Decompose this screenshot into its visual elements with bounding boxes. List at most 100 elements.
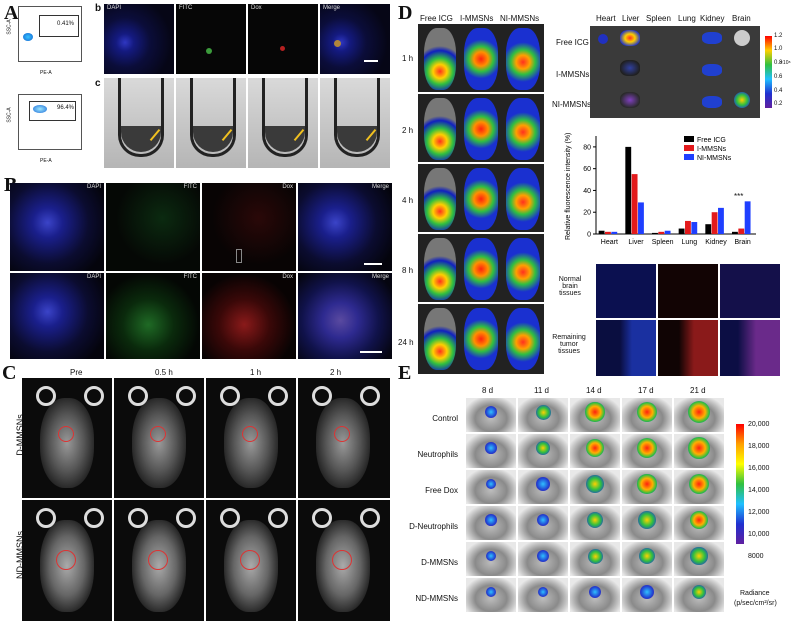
bioluminescence-image — [622, 542, 672, 576]
tumor-signal — [636, 401, 658, 423]
e-row-free-dox: Free Dox — [425, 486, 458, 495]
e-day-17: 17 d — [638, 386, 654, 395]
a-dapi-image: DAPI — [104, 4, 174, 74]
d-time-24h: 24 h — [398, 338, 414, 347]
d-time-8h: 8 h — [402, 266, 414, 275]
tumor-signal — [536, 549, 550, 563]
subpanel-label-c: c — [95, 78, 101, 89]
d-group-free-icg: Free ICG — [420, 14, 453, 23]
d-colorbar-tick: 0.2 — [774, 101, 783, 107]
bioluminescence-image — [622, 506, 672, 540]
mouse-image-1h — [418, 24, 544, 92]
tumor-signal — [586, 475, 604, 493]
panel-label-e: E — [398, 362, 412, 384]
mouse-image-2h — [418, 94, 544, 162]
chart-bar — [664, 230, 671, 234]
flow-axis-x: PE-A — [40, 70, 52, 76]
chart-legend-label: I-MMSNs — [697, 146, 727, 153]
tumor-signal — [484, 405, 498, 419]
organ-label-liver: Liver — [622, 14, 640, 23]
mri-image — [22, 378, 112, 498]
chart-bar — [678, 228, 685, 234]
a-merge-image: Merge — [320, 4, 390, 74]
d-brain-row-tumor: Remaining tumor tissues — [552, 334, 586, 355]
bioluminescence-image — [518, 542, 568, 576]
bioluminescence-image — [518, 398, 568, 432]
mouse-image-4h — [418, 164, 544, 232]
organ-label-lung: Lung — [678, 14, 696, 23]
organ-image — [590, 26, 760, 118]
flow-gate — [39, 15, 79, 37]
chart-bar — [738, 228, 745, 234]
bioluminescence-image — [466, 398, 516, 432]
tumor-signal — [688, 437, 710, 459]
panel-label-a: A — [4, 2, 19, 24]
chart-bar — [611, 231, 618, 234]
d-organ-row-immsns: I-MMSNs — [556, 70, 590, 79]
e-colorbar-tick: 10,000 — [748, 531, 770, 538]
mri-image — [298, 378, 390, 498]
chart-y-tick-label: 40 — [583, 188, 591, 195]
e-colorbar-unit: (p/sec/cm²/sr) — [734, 600, 777, 607]
tumor-signal — [588, 585, 602, 599]
flow-axis-y: SSC-A — [6, 19, 13, 35]
subpanel-label-b: b — [95, 3, 102, 14]
d-colorbar-tick: 0.4 — [774, 88, 783, 94]
chart-bar — [625, 146, 632, 234]
chart-x-tick-label: Liver — [628, 239, 644, 246]
e-colorbar-tick: 14,000 — [748, 487, 770, 494]
flow-axis-y: SSC-A — [6, 107, 13, 123]
e-row-control: Control — [432, 414, 458, 423]
flow-percent: 0.41% — [57, 21, 75, 27]
tumor-signal — [485, 550, 497, 562]
b-merge-bottom: Merge — [298, 273, 392, 359]
significance-marker: *** — [734, 192, 744, 201]
tumor-signal — [689, 510, 709, 530]
bioluminescence-image — [570, 578, 620, 612]
chart-legend-swatch — [684, 136, 694, 142]
chart-x-tick-label: Heart — [601, 239, 618, 246]
mri-image — [22, 500, 112, 621]
e-row-nd-mmsns: ND-MMSNs — [415, 594, 458, 603]
chart-bar — [685, 220, 691, 234]
bioluminescence-image — [518, 578, 568, 612]
bioluminescence-image — [674, 470, 724, 504]
bioluminescence-image — [518, 470, 568, 504]
bioluminescence-image — [622, 578, 672, 612]
tumor-signal — [535, 404, 551, 420]
bioluminescence-image — [622, 434, 672, 468]
bioluminescence-image — [466, 542, 516, 576]
tumor-signal — [638, 511, 656, 529]
tumor-signal — [587, 548, 603, 564]
tumor-signal — [637, 474, 657, 494]
chart-x-tick-label: Kidney — [705, 239, 727, 246]
mri-image — [206, 378, 296, 498]
d-colorbar — [765, 36, 772, 108]
d-colorbar-tick: 1.0 — [774, 46, 783, 52]
chart-x-tick-label: Lung — [682, 239, 698, 246]
brain-tissue-image — [596, 320, 656, 376]
chart-bar — [652, 232, 658, 234]
e-colorbar-tick: 16,000 — [748, 465, 770, 472]
b-dox-top: Dox — [202, 183, 296, 271]
b-dapi-top: DAPI — [10, 183, 104, 271]
b-dapi-bottom: DAPI — [10, 273, 104, 359]
e-row-d-neutrophils: D-Neutrophils — [409, 522, 458, 531]
e-day-8: 8 d — [482, 386, 494, 395]
d-brain-row-normal: Normal brain tissues — [558, 276, 582, 297]
chart-y-tick-label: 80 — [583, 144, 591, 151]
chart-legend-label: Free ICG — [697, 137, 726, 144]
brain-tissue-image — [720, 264, 780, 318]
chart-bar — [744, 201, 751, 234]
b-fitc-top: FITC — [106, 183, 200, 271]
tumor-signal — [535, 440, 551, 456]
d-colorbar-tick: 1.2 — [774, 33, 783, 39]
e-row-neutrophils: Neutrophils — [417, 450, 458, 459]
d-colorbar-unit: ×10⁸ — [780, 60, 791, 66]
a-fitc-image: FITC — [176, 4, 246, 74]
chart-bar — [732, 231, 738, 234]
tumor-signal — [536, 513, 550, 527]
flow-plot-top: 0.41% — [18, 6, 82, 62]
chart-x-tick-label: Brain — [734, 239, 750, 246]
